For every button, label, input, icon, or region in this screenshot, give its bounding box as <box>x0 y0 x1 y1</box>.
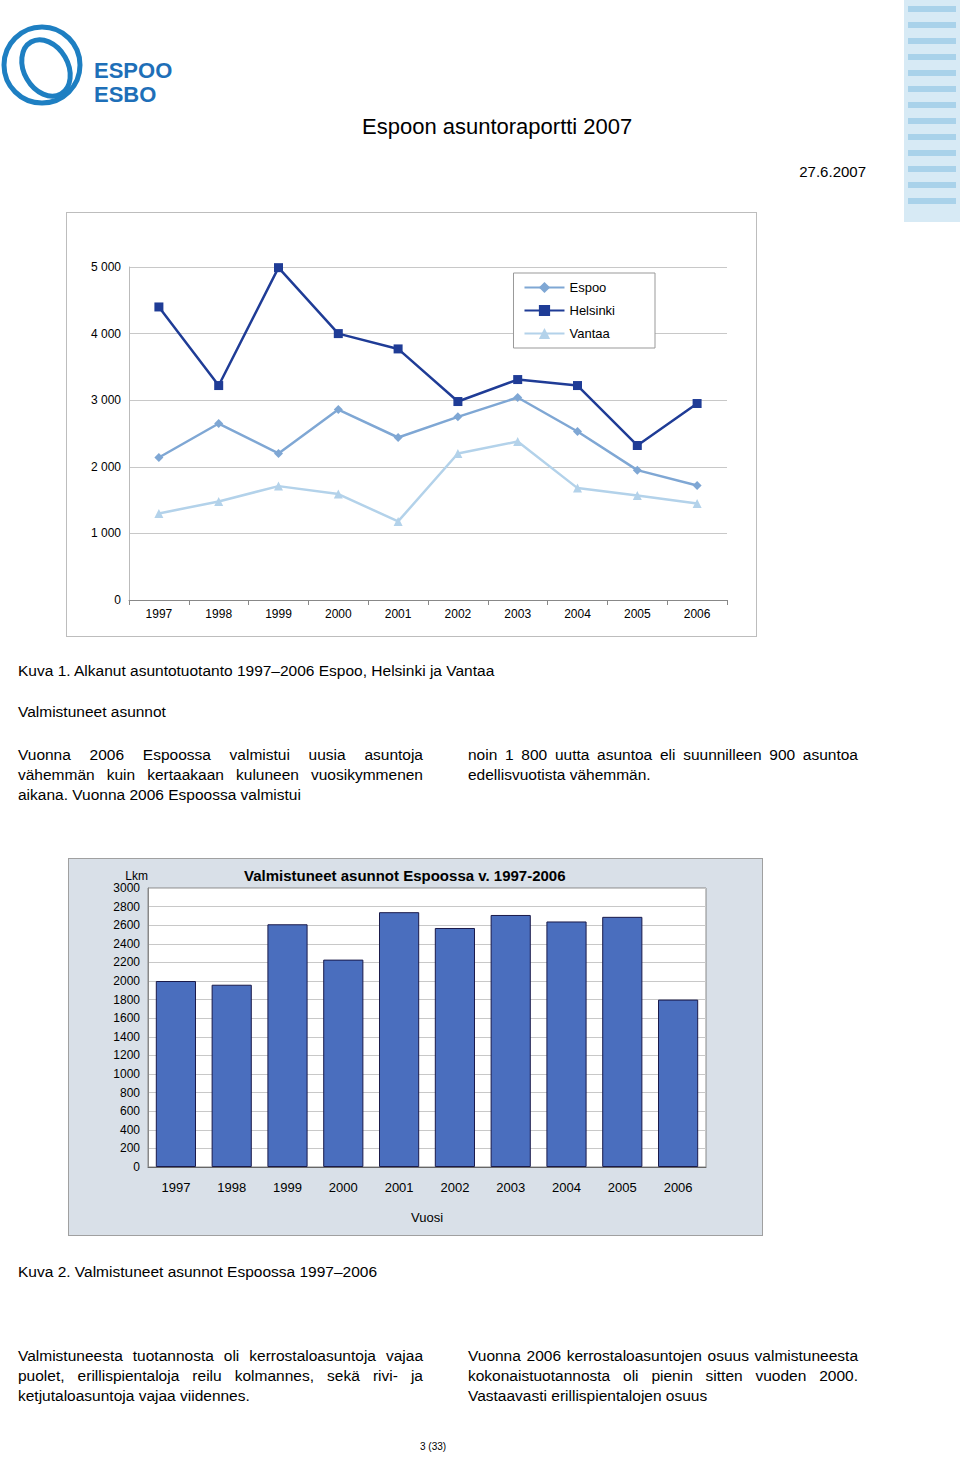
svg-text:3 000: 3 000 <box>91 393 121 407</box>
svg-text:1 000: 1 000 <box>91 526 121 540</box>
svg-text:1997: 1997 <box>161 1180 190 1195</box>
svg-text:1998: 1998 <box>217 1180 246 1195</box>
html-text:Vuonna 2006 Espoossa valmistui: Vuonna 2006 Espoossa valmistui uusia asu… <box>18 746 423 803</box>
svg-text:ESPOO: ESPOO <box>94 58 172 83</box>
html-text:noin 1 800 uutta asuntoa eli s: noin 1 800 uutta asuntoa eli suunnilleen… <box>468 746 858 783</box>
svg-text:1200: 1200 <box>113 1048 140 1062</box>
svg-text:Vantaa: Vantaa <box>569 326 610 341</box>
svg-text:2200: 2200 <box>113 955 140 969</box>
svg-text:800: 800 <box>120 1086 140 1100</box>
html-text:27.6.2007: 27.6.2007 <box>799 163 866 180</box>
svg-text:2800: 2800 <box>113 900 140 914</box>
svg-text:2001: 2001 <box>385 607 412 621</box>
html-text:Kuva 2. Valmistuneet asunnot E: Kuva 2. Valmistuneet asunnot Espoossa 19… <box>18 1263 378 1280</box>
svg-text:2000: 2000 <box>325 607 352 621</box>
svg-text:2400: 2400 <box>113 937 140 951</box>
html-text:Espoon asuntoraportti 2007: Espoon asuntoraportti 2007 <box>362 114 633 139</box>
svg-text:Vuosi: Vuosi <box>411 1210 443 1225</box>
svg-text:2006: 2006 <box>664 1180 693 1195</box>
svg-text:2 000: 2 000 <box>91 460 121 474</box>
svg-text:ESBO: ESBO <box>94 82 156 107</box>
html-text:Valmistuneesta tuotannosta oli: Valmistuneesta tuotannosta oli kerrostal… <box>18 1347 423 1404</box>
svg-text:2003: 2003 <box>504 607 531 621</box>
svg-text:2004: 2004 <box>564 607 591 621</box>
svg-text:1600: 1600 <box>113 1011 140 1025</box>
svg-text:1800: 1800 <box>113 993 140 1007</box>
svg-text:3000: 3000 <box>113 881 140 895</box>
svg-text:1999: 1999 <box>273 1180 302 1195</box>
svg-text:0: 0 <box>133 1160 140 1174</box>
svg-text:200: 200 <box>120 1141 140 1155</box>
svg-text:2006: 2006 <box>684 607 711 621</box>
svg-text:Lkm: Lkm <box>125 869 148 884</box>
html-text:Vuonna 2006 kerrostaloasuntoje: Vuonna 2006 kerrostaloasuntojen osuus va… <box>468 1347 858 1404</box>
svg-text:2000: 2000 <box>329 1180 358 1195</box>
svg-text:5 000: 5 000 <box>91 260 121 274</box>
svg-text:4 000: 4 000 <box>91 327 121 341</box>
svg-text:0: 0 <box>114 593 121 607</box>
svg-text:2000: 2000 <box>113 974 140 988</box>
svg-text:Valmistuneet asunnot Espoossa: Valmistuneet asunnot Espoossa v. 1997-20… <box>244 867 566 884</box>
svg-text:2600: 2600 <box>113 918 140 932</box>
svg-text:2005: 2005 <box>608 1180 637 1195</box>
svg-text:1998: 1998 <box>205 607 232 621</box>
svg-text:600: 600 <box>120 1104 140 1118</box>
svg-text:2001: 2001 <box>385 1180 414 1195</box>
svg-text:2004: 2004 <box>552 1180 581 1195</box>
svg-text:400: 400 <box>120 1123 140 1137</box>
svg-text:1400: 1400 <box>113 1030 140 1044</box>
svg-text:1997: 1997 <box>146 607 173 621</box>
svg-text:2002: 2002 <box>445 607 472 621</box>
svg-text:Helsinki: Helsinki <box>569 303 615 318</box>
svg-text:2002: 2002 <box>440 1180 469 1195</box>
svg-text:Espoo: Espoo <box>569 280 606 295</box>
svg-text:2005: 2005 <box>624 607 651 621</box>
svg-text:2003: 2003 <box>496 1180 525 1195</box>
svg-text:1999: 1999 <box>265 607 292 621</box>
html-text:Valmistuneet asunnot: Valmistuneet asunnot <box>18 703 166 720</box>
html-text:Kuva 1. Alkanut asuntotuotanto: Kuva 1. Alkanut asuntotuotanto 1997–2006… <box>18 662 495 679</box>
html-text:3 (33): 3 (33) <box>420 1441 447 1452</box>
svg-text:1000: 1000 <box>113 1067 140 1081</box>
